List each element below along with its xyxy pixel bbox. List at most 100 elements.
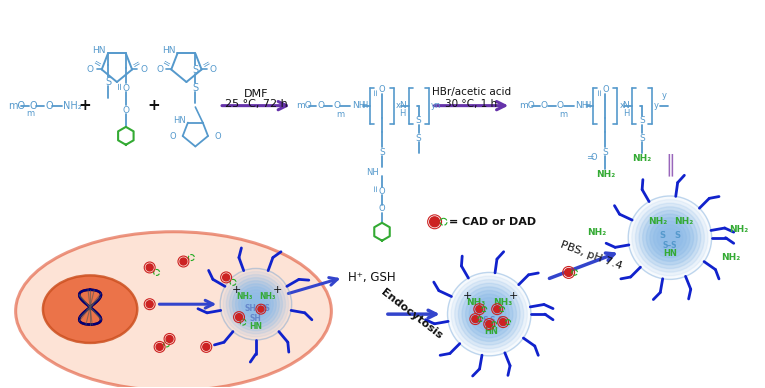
Circle shape	[146, 264, 153, 271]
Text: NH₃: NH₃	[493, 298, 513, 307]
Text: S: S	[416, 116, 422, 125]
Circle shape	[462, 287, 516, 341]
Text: O: O	[169, 132, 176, 140]
Text: y: y	[662, 91, 667, 100]
Text: S: S	[659, 231, 665, 240]
Circle shape	[639, 207, 701, 268]
Circle shape	[226, 275, 285, 334]
Text: NH₃: NH₃	[466, 298, 485, 307]
Text: =: =	[372, 89, 380, 97]
Circle shape	[500, 319, 506, 326]
Text: H: H	[584, 101, 591, 110]
Circle shape	[668, 236, 672, 240]
Text: HN: HN	[162, 46, 175, 55]
Circle shape	[166, 336, 173, 343]
Text: O: O	[379, 187, 386, 196]
Text: O: O	[602, 85, 609, 94]
Circle shape	[466, 291, 513, 338]
Text: NH: NH	[352, 101, 366, 110]
Circle shape	[661, 229, 679, 247]
Text: S–S: S–S	[662, 241, 677, 250]
Circle shape	[636, 203, 705, 272]
Text: NH₂: NH₂	[674, 217, 693, 226]
Text: H: H	[361, 101, 367, 110]
Text: O: O	[210, 65, 216, 74]
Text: O: O	[317, 101, 324, 110]
Text: NH₂: NH₂	[63, 100, 82, 111]
Circle shape	[254, 302, 258, 306]
Text: m: m	[560, 110, 568, 119]
Circle shape	[236, 284, 276, 325]
Text: =: =	[115, 81, 125, 89]
Text: S–S: S–S	[474, 315, 489, 325]
Text: m: m	[337, 110, 344, 119]
Text: S: S	[192, 83, 198, 93]
Text: NH₂: NH₂	[587, 228, 607, 237]
Text: =: =	[131, 58, 143, 71]
Text: N: N	[623, 101, 630, 110]
Circle shape	[239, 287, 273, 322]
Circle shape	[245, 293, 267, 315]
Circle shape	[650, 218, 690, 258]
Text: O: O	[122, 106, 129, 114]
Text: +: +	[231, 285, 241, 295]
Text: S: S	[105, 77, 111, 87]
Circle shape	[480, 305, 499, 323]
Circle shape	[664, 232, 675, 243]
Text: O: O	[379, 85, 386, 94]
Text: HN: HN	[93, 46, 106, 55]
Circle shape	[628, 196, 711, 279]
Text: S S: S S	[490, 315, 504, 325]
Circle shape	[233, 281, 279, 328]
Text: NH₃: NH₃	[236, 292, 252, 301]
Text: NH₃: NH₃	[259, 292, 276, 301]
Text: S: S	[379, 148, 385, 157]
Circle shape	[657, 225, 682, 251]
Circle shape	[487, 312, 491, 316]
Text: S: S	[192, 65, 198, 75]
Circle shape	[646, 214, 694, 262]
Text: S: S	[640, 134, 645, 143]
Text: O: O	[215, 132, 222, 140]
Ellipse shape	[15, 232, 331, 388]
Text: +: +	[79, 98, 92, 113]
Text: =: =	[160, 58, 172, 71]
Text: O: O	[379, 204, 386, 213]
Text: =: =	[372, 184, 380, 192]
Text: NH₂: NH₂	[633, 154, 652, 163]
Text: ║: ║	[664, 154, 675, 177]
Text: y: y	[654, 101, 659, 110]
Text: =: =	[595, 89, 604, 97]
Circle shape	[653, 221, 686, 254]
Text: H: H	[399, 109, 405, 118]
Text: NH₂: NH₂	[721, 253, 741, 262]
Text: x: x	[396, 101, 401, 110]
Text: mO: mO	[8, 100, 24, 111]
Text: +: +	[148, 98, 160, 113]
Text: S: S	[640, 116, 645, 125]
Text: H: H	[623, 109, 630, 118]
Text: =: =	[586, 153, 594, 162]
Text: 30 °C, 1 h: 30 °C, 1 h	[445, 99, 497, 109]
Text: HBr/acetic acid: HBr/acetic acid	[431, 87, 511, 97]
Circle shape	[430, 217, 440, 227]
Circle shape	[223, 274, 230, 281]
Circle shape	[473, 298, 506, 331]
Text: O: O	[541, 101, 548, 110]
Text: DMF: DMF	[244, 89, 269, 99]
Circle shape	[483, 308, 495, 320]
Text: S: S	[416, 134, 422, 143]
Circle shape	[565, 268, 573, 276]
Circle shape	[230, 278, 282, 331]
Circle shape	[469, 294, 509, 334]
Text: HN: HN	[663, 249, 677, 258]
Circle shape	[493, 306, 500, 313]
Circle shape	[146, 301, 153, 308]
Circle shape	[451, 276, 527, 352]
Text: HS: HS	[258, 304, 270, 313]
Text: =: =	[200, 58, 213, 71]
Text: mO: mO	[519, 101, 535, 110]
Circle shape	[643, 210, 697, 265]
Text: S: S	[675, 231, 681, 240]
Text: O: O	[86, 65, 94, 74]
